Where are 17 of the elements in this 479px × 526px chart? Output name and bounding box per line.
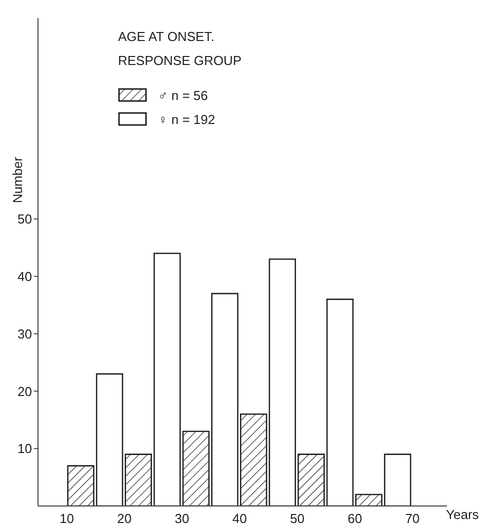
y-tick-label: 40 [18,268,32,284]
x-tick-label: 50 [290,511,304,526]
y-tick-label: 10 [18,441,32,456]
legend-label: ♂ n = 56 [158,88,208,102]
x-tick-label: 70 [405,511,420,526]
text: AGE AT ONSET. RESPONSE GROUP [118,28,242,70]
y-tick-label: 20 [18,384,32,399]
x-tick-label: 60 [348,511,362,526]
x-tick-label: 10 [60,511,74,526]
y-tick-label: 50 [18,212,32,227]
y-axis-title: Number [10,156,25,204]
legend-label: ♀ n = 192 [158,112,216,126]
y-tick-label: 30 [18,326,32,342]
x-axis-title: Years [446,507,479,522]
x-tick-label: 30 [174,511,190,526]
x-tick-label: 40 [232,511,247,526]
x-tick-label: 20 [117,511,132,526]
